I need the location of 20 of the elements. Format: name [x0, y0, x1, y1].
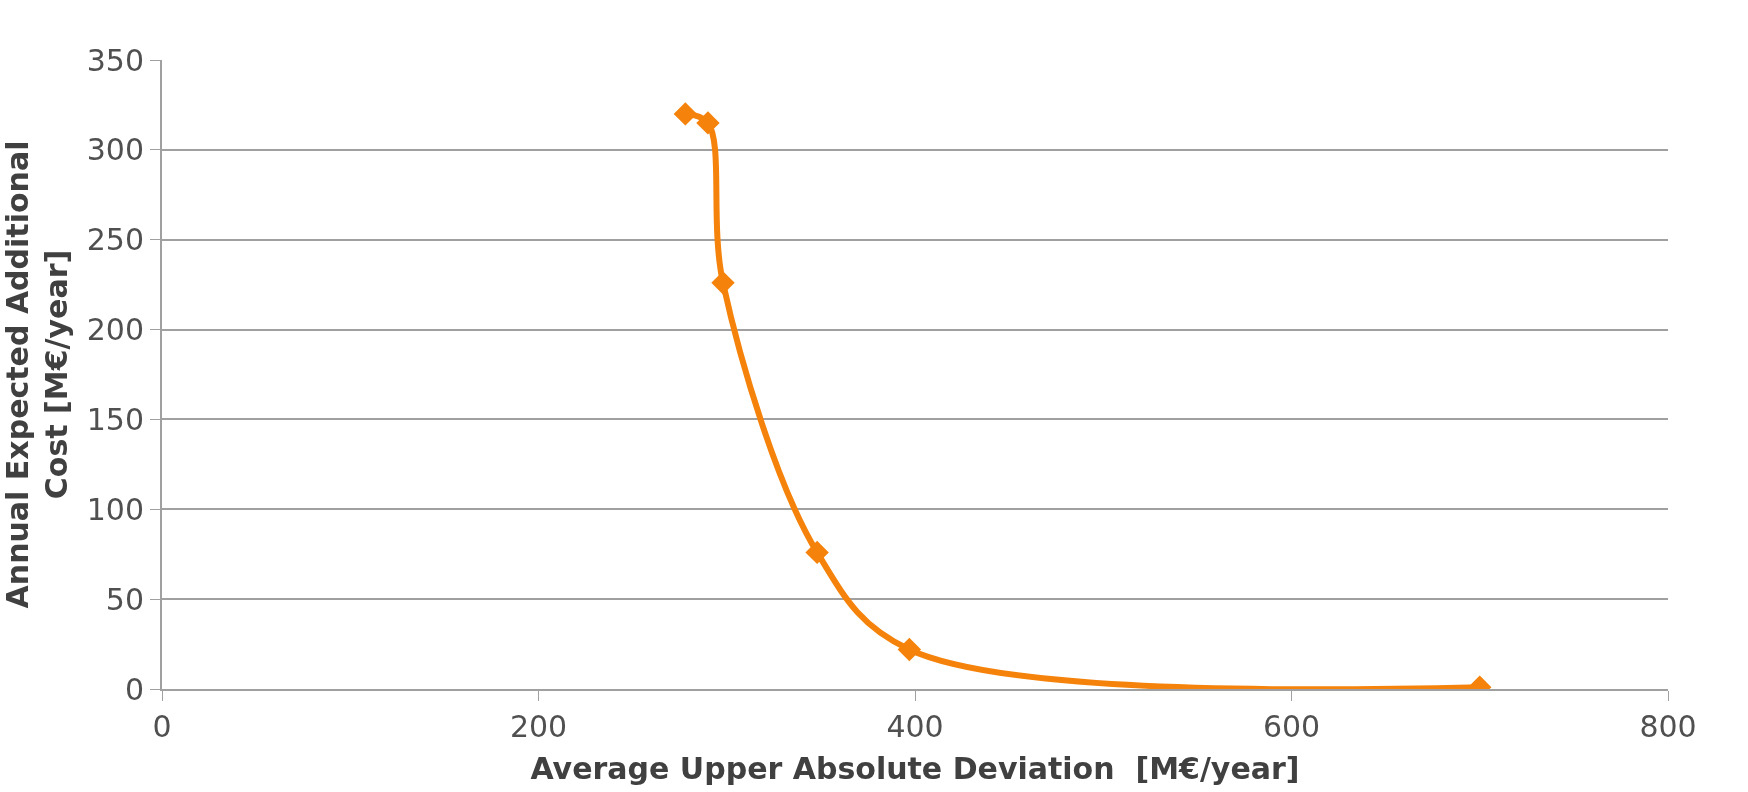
x-tick-label: 800 — [1639, 709, 1697, 744]
x-tick-label: 0 — [152, 709, 172, 744]
y-tick-label: 100 — [86, 491, 144, 527]
y-tick-label: 50 — [105, 581, 144, 617]
point — [897, 637, 922, 662]
x-tick-label: 200 — [509, 709, 568, 744]
y-tick-label: 150 — [86, 401, 144, 437]
y-tick-label: 350 — [86, 42, 144, 78]
point — [696, 111, 720, 135]
point — [673, 102, 698, 126]
point — [805, 540, 829, 565]
y-tick-label: 300 — [86, 132, 144, 168]
y-axis-title: Annual Expected Additional Cost [M€/year] — [0, 140, 74, 609]
y-tick-label: 200 — [86, 312, 144, 348]
y-tick-label: 250 — [86, 222, 144, 258]
x-axis-title: Average Upper Absolute Deviation [M€/year] — [530, 751, 1300, 786]
x-tick-label: 600 — [1262, 709, 1321, 744]
x-tick-label: 400 — [886, 709, 944, 744]
point — [711, 271, 735, 295]
y-tick-label: 0 — [124, 671, 144, 707]
